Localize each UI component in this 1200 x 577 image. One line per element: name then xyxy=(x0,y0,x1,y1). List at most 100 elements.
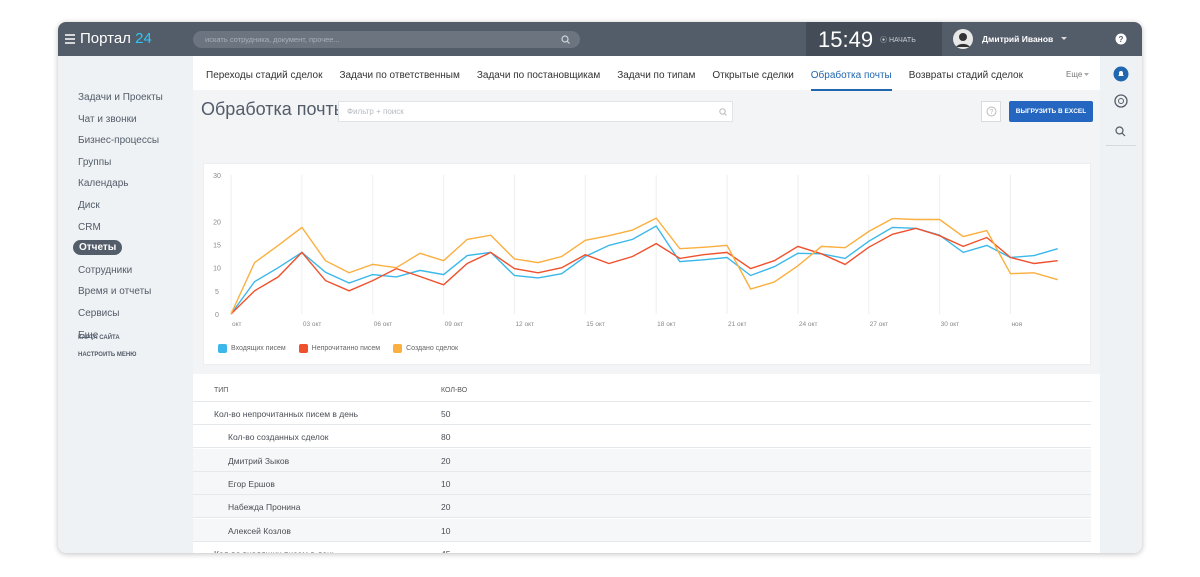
x-tick-label: 24 окт xyxy=(799,321,818,328)
logo[interactable]: Портал 24 xyxy=(80,30,152,47)
right-rail xyxy=(1100,56,1142,553)
help-icon[interactable]: ? xyxy=(1115,33,1127,45)
row-value: 45 xyxy=(441,549,450,553)
sidebar-link[interactable]: НАСТРОИТЬ МЕНЮ xyxy=(78,352,137,358)
row-value: 10 xyxy=(441,525,451,536)
sidebar-item[interactable]: Чат и звонки xyxy=(78,113,137,125)
row-label: Набежда Пронина xyxy=(228,502,301,513)
menu-icon[interactable] xyxy=(64,33,76,45)
help-button[interactable]: ? xyxy=(981,101,1001,122)
tab[interactable]: Задачи по постановщикам xyxy=(476,70,601,81)
tab[interactable]: Обработка почты xyxy=(810,70,892,91)
row-value: 10 xyxy=(441,478,451,489)
sidebar-item[interactable]: Календарь xyxy=(78,178,129,190)
svg-text:?: ? xyxy=(1119,35,1124,44)
legend-label: Создано сделок xyxy=(406,345,459,352)
start-label: НАЧАТЬ xyxy=(888,37,916,44)
start-button[interactable]: ⦿ НАЧАТЬ xyxy=(880,37,916,44)
time-block: 15:49 ⦿ НАЧАТЬ xyxy=(806,22,942,56)
row-label: Кол-во созданных сделок xyxy=(228,432,329,443)
x-tick-label: 27 окт xyxy=(870,321,889,328)
tab[interactable]: Переходы стадий сделок xyxy=(206,70,323,81)
table-row: Егор Ершов 10 xyxy=(193,471,1091,495)
legend-item[interactable]: Входящих писем xyxy=(218,344,286,353)
legend-label: Входящих писем xyxy=(231,345,286,352)
table-header: ТИП КОЛ-ВО xyxy=(193,378,1091,402)
table-row: Набежда Пронина 20 xyxy=(193,495,1091,519)
search-placeholder: искать сотрудника, документ, прочее... xyxy=(205,35,340,44)
series-line xyxy=(230,217,1058,315)
page-title: Обработка почты xyxy=(201,99,347,119)
open-lines-icon[interactable] xyxy=(1114,94,1128,108)
rail-search-icon[interactable] xyxy=(1115,126,1126,137)
tab[interactable]: Задачи по ответственным xyxy=(339,70,460,81)
sidebar-item[interactable]: Время и отчеты xyxy=(78,286,152,298)
sidebar-item[interactable]: Сервисы xyxy=(78,308,120,319)
tabs-more[interactable]: Еще xyxy=(1066,70,1083,79)
table-row: Кол-во входящих писем в день 45 xyxy=(193,541,1091,553)
logo-text: Портал xyxy=(80,30,131,47)
sidebar-item[interactable]: Диск xyxy=(78,200,100,211)
svg-text:?: ? xyxy=(990,109,994,116)
sidebar-item[interactable]: Задачи и Проекты xyxy=(78,92,163,103)
legend-item[interactable]: Создано сделок xyxy=(393,344,458,353)
table-row: Дмитрий Зыков 20 xyxy=(193,448,1091,472)
filter-box[interactable]: Фильтр + поиск xyxy=(338,101,733,122)
notifications-icon[interactable] xyxy=(1113,66,1129,82)
sidebar-item[interactable]: Бизнес-процессы xyxy=(78,135,160,147)
row-label: Кол-во непрочитанных писем в день xyxy=(214,409,359,419)
x-tick-label: 06 окт xyxy=(374,321,393,328)
tab[interactable]: Открытые сделки xyxy=(712,70,794,81)
legend: Входящих писем Непрочитанно писем Создано … xyxy=(218,344,458,353)
legend-label: Непрочитанно писем xyxy=(311,345,381,352)
series-line xyxy=(230,227,1058,315)
sidebar-item[interactable]: Еще xyxy=(78,329,99,341)
sidebar-item[interactable]: Сотрудники xyxy=(78,264,133,276)
x-tick-label: 15 окт xyxy=(586,321,605,328)
x-tick-label: 18 окт xyxy=(657,321,676,328)
clock: 15:49 xyxy=(818,27,874,52)
sidebar-link[interactable]: КАРТА САЙТА xyxy=(78,335,120,341)
sidebar: Задачи и Проекты Чат и звонки Бизнес-проце… xyxy=(58,56,193,553)
report-table: ТИП КОЛ-ВО Кол-во непрочитанных писем в де… xyxy=(193,374,1100,553)
sidebar-item[interactable]: CRM xyxy=(78,221,101,233)
top-bar: Портал 24 искать сотрудника, документ, п… xyxy=(58,22,1142,56)
x-tick-label: окт xyxy=(232,321,242,328)
y-tick-label: 0 xyxy=(215,312,219,319)
chart: 0 5 10 15 20 30 окт 03 окт 06 окт 09 окт 12 окт 15 … xyxy=(213,173,1058,328)
tabs: Переходы стадий сделок Задачи по ответств… xyxy=(206,70,1023,91)
row-label: Дмитрий Зыков xyxy=(228,455,290,466)
more-caret xyxy=(1084,73,1089,76)
search-box[interactable]: искать сотрудника, документ, прочее... xyxy=(193,31,580,48)
row-value: 50 xyxy=(441,409,451,419)
x-tick-label: 03 окт xyxy=(303,321,322,328)
table-row: Кол-во созданных сделок 80 xyxy=(193,425,1091,449)
tab[interactable]: Возвраты стадий сделок xyxy=(908,70,1023,81)
rail-divider xyxy=(1106,145,1136,146)
y-tick-label: 15 xyxy=(213,243,221,250)
sidebar-item[interactable]: Группы xyxy=(78,156,112,168)
x-tick-label: 12 окт xyxy=(515,321,534,328)
sidebar-item-active[interactable]: Отчеты xyxy=(73,240,123,256)
export-button[interactable]: ВЫГРУЗИТЬ В EXCEL xyxy=(1009,101,1093,122)
legend-swatch xyxy=(218,344,227,353)
column-header: ТИП xyxy=(214,387,229,394)
row-value: 80 xyxy=(441,432,451,443)
x-tick-label: 30 окт xyxy=(941,321,960,328)
user-caret xyxy=(1061,37,1067,40)
row-value: 20 xyxy=(441,455,451,466)
table-row: Алексей Козлов 10 xyxy=(193,518,1091,542)
row-label: Кол-во входящих писем в день xyxy=(214,549,336,553)
main-area: Переходы стадий сделок Задачи по ответств… xyxy=(193,56,1100,553)
user-name[interactable]: Дмитрий Иванов xyxy=(982,34,1054,44)
search-icon xyxy=(561,35,570,44)
legend-item[interactable]: Непрочитанно писем xyxy=(298,344,381,353)
filter-placeholder: Фильтр + поиск xyxy=(347,107,404,116)
avatar[interactable] xyxy=(952,28,974,50)
tab-bar: Переходы стадий сделок Задачи по ответств… xyxy=(193,56,1100,91)
x-tick-label: ноя xyxy=(1011,321,1022,328)
filter-search-icon xyxy=(719,108,727,116)
help-button-icon: ? xyxy=(986,106,997,117)
tab[interactable]: Задачи по типам xyxy=(617,70,696,81)
